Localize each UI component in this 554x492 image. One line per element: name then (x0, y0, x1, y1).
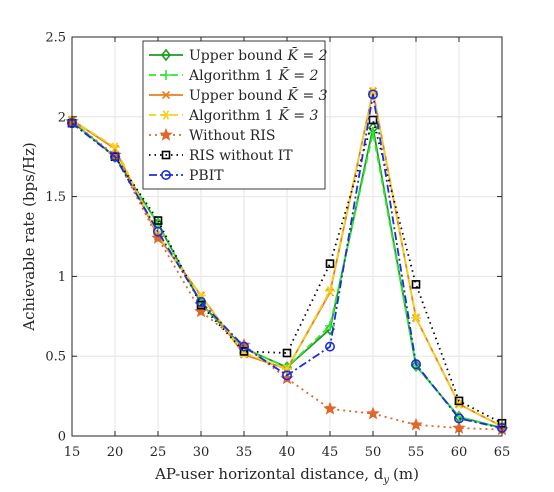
asterisk-marker (110, 142, 120, 152)
cross-marker (161, 90, 171, 100)
circle-marker (239, 341, 250, 352)
square-marker (411, 280, 421, 289)
asterisk-marker (411, 313, 421, 323)
y-axis-label: Achievable rate (bps/Hz) (20, 142, 38, 331)
legend-label: Without RIS (189, 128, 275, 144)
x-axis-label-text: AP-user horizontal distance, d (154, 465, 384, 483)
legend-item: Algorithm 1 K̄ = 3 (149, 106, 319, 124)
series-line (71, 93, 503, 429)
circle-marker (161, 170, 172, 181)
y-tick-label: 1 (58, 270, 66, 285)
legend-item: RIS without IT (149, 148, 293, 164)
x-tick-label: 50 (365, 445, 382, 460)
asterisk-marker (325, 286, 335, 296)
circle-marker (110, 151, 121, 162)
plus-marker (325, 320, 335, 331)
legend-label: Algorithm 1 K̄ = 2 (188, 66, 319, 84)
square-marker (153, 216, 163, 225)
star-marker (452, 420, 466, 434)
legend-label: Upper bound K̄ = 3 (189, 86, 328, 104)
legend-label: RIS without IT (189, 148, 293, 164)
circle-marker (153, 226, 164, 237)
legend-item: Upper bound K̄ = 3 (149, 86, 328, 104)
circle-marker (367, 89, 378, 100)
series-group (65, 86, 509, 436)
circle-marker (410, 359, 421, 370)
x-tick-label: 40 (279, 445, 296, 460)
x-tick-label: 55 (408, 445, 425, 460)
x-tick-label: 25 (150, 445, 167, 460)
square-marker (454, 396, 464, 406)
legend: Upper bound K̄ = 2 Algorithm 1 K̄ = 2 Upper … (142, 40, 328, 190)
star-marker (159, 127, 173, 141)
x-tick-label: 45 (322, 445, 339, 460)
x-tick-label: 20 (107, 445, 124, 460)
circle-marker (281, 370, 292, 381)
diamond-marker (160, 48, 172, 62)
circle-marker (196, 296, 207, 307)
x-tick-label: 15 (64, 445, 81, 460)
x-axis-label-unit: (m) (393, 465, 419, 483)
star-marker (409, 417, 423, 431)
series-line (71, 119, 503, 425)
legend-label: PBIT (189, 168, 224, 184)
x-tick-label: 30 (193, 445, 210, 460)
legend-item: Upper bound K̄ = 2 (149, 46, 328, 64)
y-tick-label: 2.5 (45, 31, 66, 46)
x-tick-labels: 15 20 25 30 35 40 45 50 55 60 65 (64, 445, 511, 460)
y-tick-label: 2 (58, 110, 66, 125)
square-marker (368, 115, 378, 125)
y-tick-labels: 0 0.5 1 1.5 2 2.5 (45, 31, 66, 445)
x-tick-label: 65 (494, 445, 511, 460)
legend-item: Algorithm 1 K̄ = 2 (149, 66, 319, 84)
star-marker (194, 304, 208, 318)
circle-marker (453, 413, 464, 424)
plus-marker (161, 70, 171, 80)
y-tick-label: 0.5 (45, 350, 66, 365)
star-marker (323, 401, 337, 415)
x-axis-label-subscript: y (382, 475, 389, 486)
square-marker (282, 348, 292, 358)
circle-marker (324, 341, 335, 352)
legend-label: Algorithm 1 K̄ = 3 (188, 106, 319, 124)
series-line (71, 90, 503, 428)
square-marker (239, 347, 249, 356)
legend-item: PBIT (149, 168, 224, 184)
square-marker (325, 259, 335, 268)
star-marker (366, 406, 380, 420)
x-tick-label: 35 (236, 445, 253, 460)
star-marker (151, 231, 165, 244)
y-tick-label: 1.5 (45, 190, 66, 205)
y-tick-label: 0 (58, 430, 66, 445)
x-axis-label: AP-user horizontal distance, dy (m) (154, 465, 419, 486)
asterisk-marker (161, 110, 171, 120)
legend-label: Upper bound K̄ = 2 (189, 46, 328, 64)
legend-item: Without RIS (149, 127, 275, 144)
x-tick-label: 60 (451, 445, 468, 460)
square-marker (161, 150, 171, 160)
